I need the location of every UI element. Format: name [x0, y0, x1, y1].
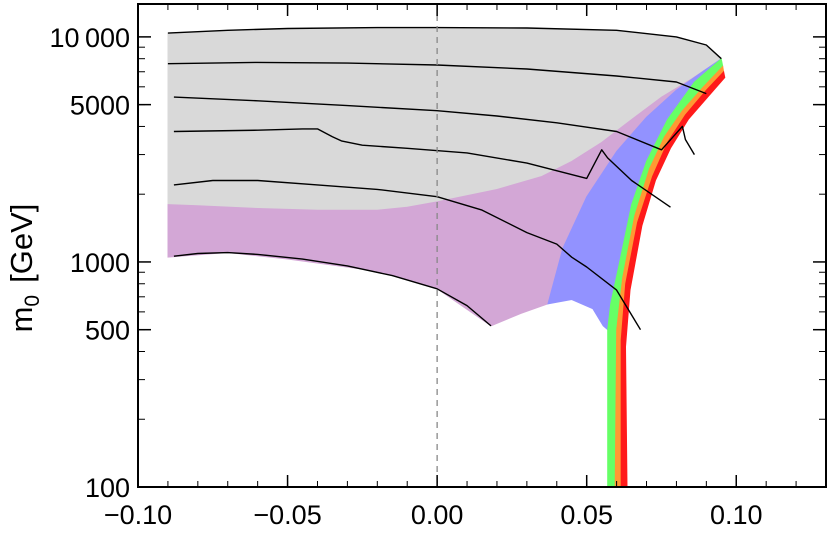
x-tick-label: −0.10 — [104, 500, 172, 530]
tick-labels-layer: −0.10 −0.05 0.00 0.05 0.10 100 500 1000 5000 10 0… — [50, 23, 763, 530]
x-tick-label: 0.10 — [710, 500, 763, 530]
y-tick-label: 10 000 — [50, 23, 131, 53]
contours-layer — [167, 26, 722, 331]
top-boundary — [167, 26, 722, 60]
x-tick-label: 0.00 — [411, 500, 464, 530]
contour-1 — [167, 61, 707, 95]
y-axis-unit: [GeV] — [4, 204, 39, 283]
y-tick-label: 5000 — [70, 91, 130, 121]
contour-5 — [173, 251, 492, 327]
contour-4 — [173, 179, 642, 331]
region-red — [620, 70, 726, 488]
y-axis-title: m0 [GeV] — [4, 204, 44, 333]
y-tick-label: 1000 — [70, 248, 130, 278]
x-tick-label: 0.05 — [560, 500, 613, 530]
y-tick-label: 100 — [85, 473, 130, 503]
y-tick-label: 500 — [85, 316, 130, 346]
regions-layer — [167, 27, 726, 488]
y-axis-symbol: m — [4, 307, 39, 333]
contour-3 — [173, 128, 671, 208]
ticks-layer — [137, 4, 827, 488]
x-tick-label: −0.05 — [253, 500, 321, 530]
plot-frame — [137, 3, 827, 488]
y-axis-subscript: 0 — [21, 295, 44, 307]
contour-2 — [173, 96, 696, 155]
